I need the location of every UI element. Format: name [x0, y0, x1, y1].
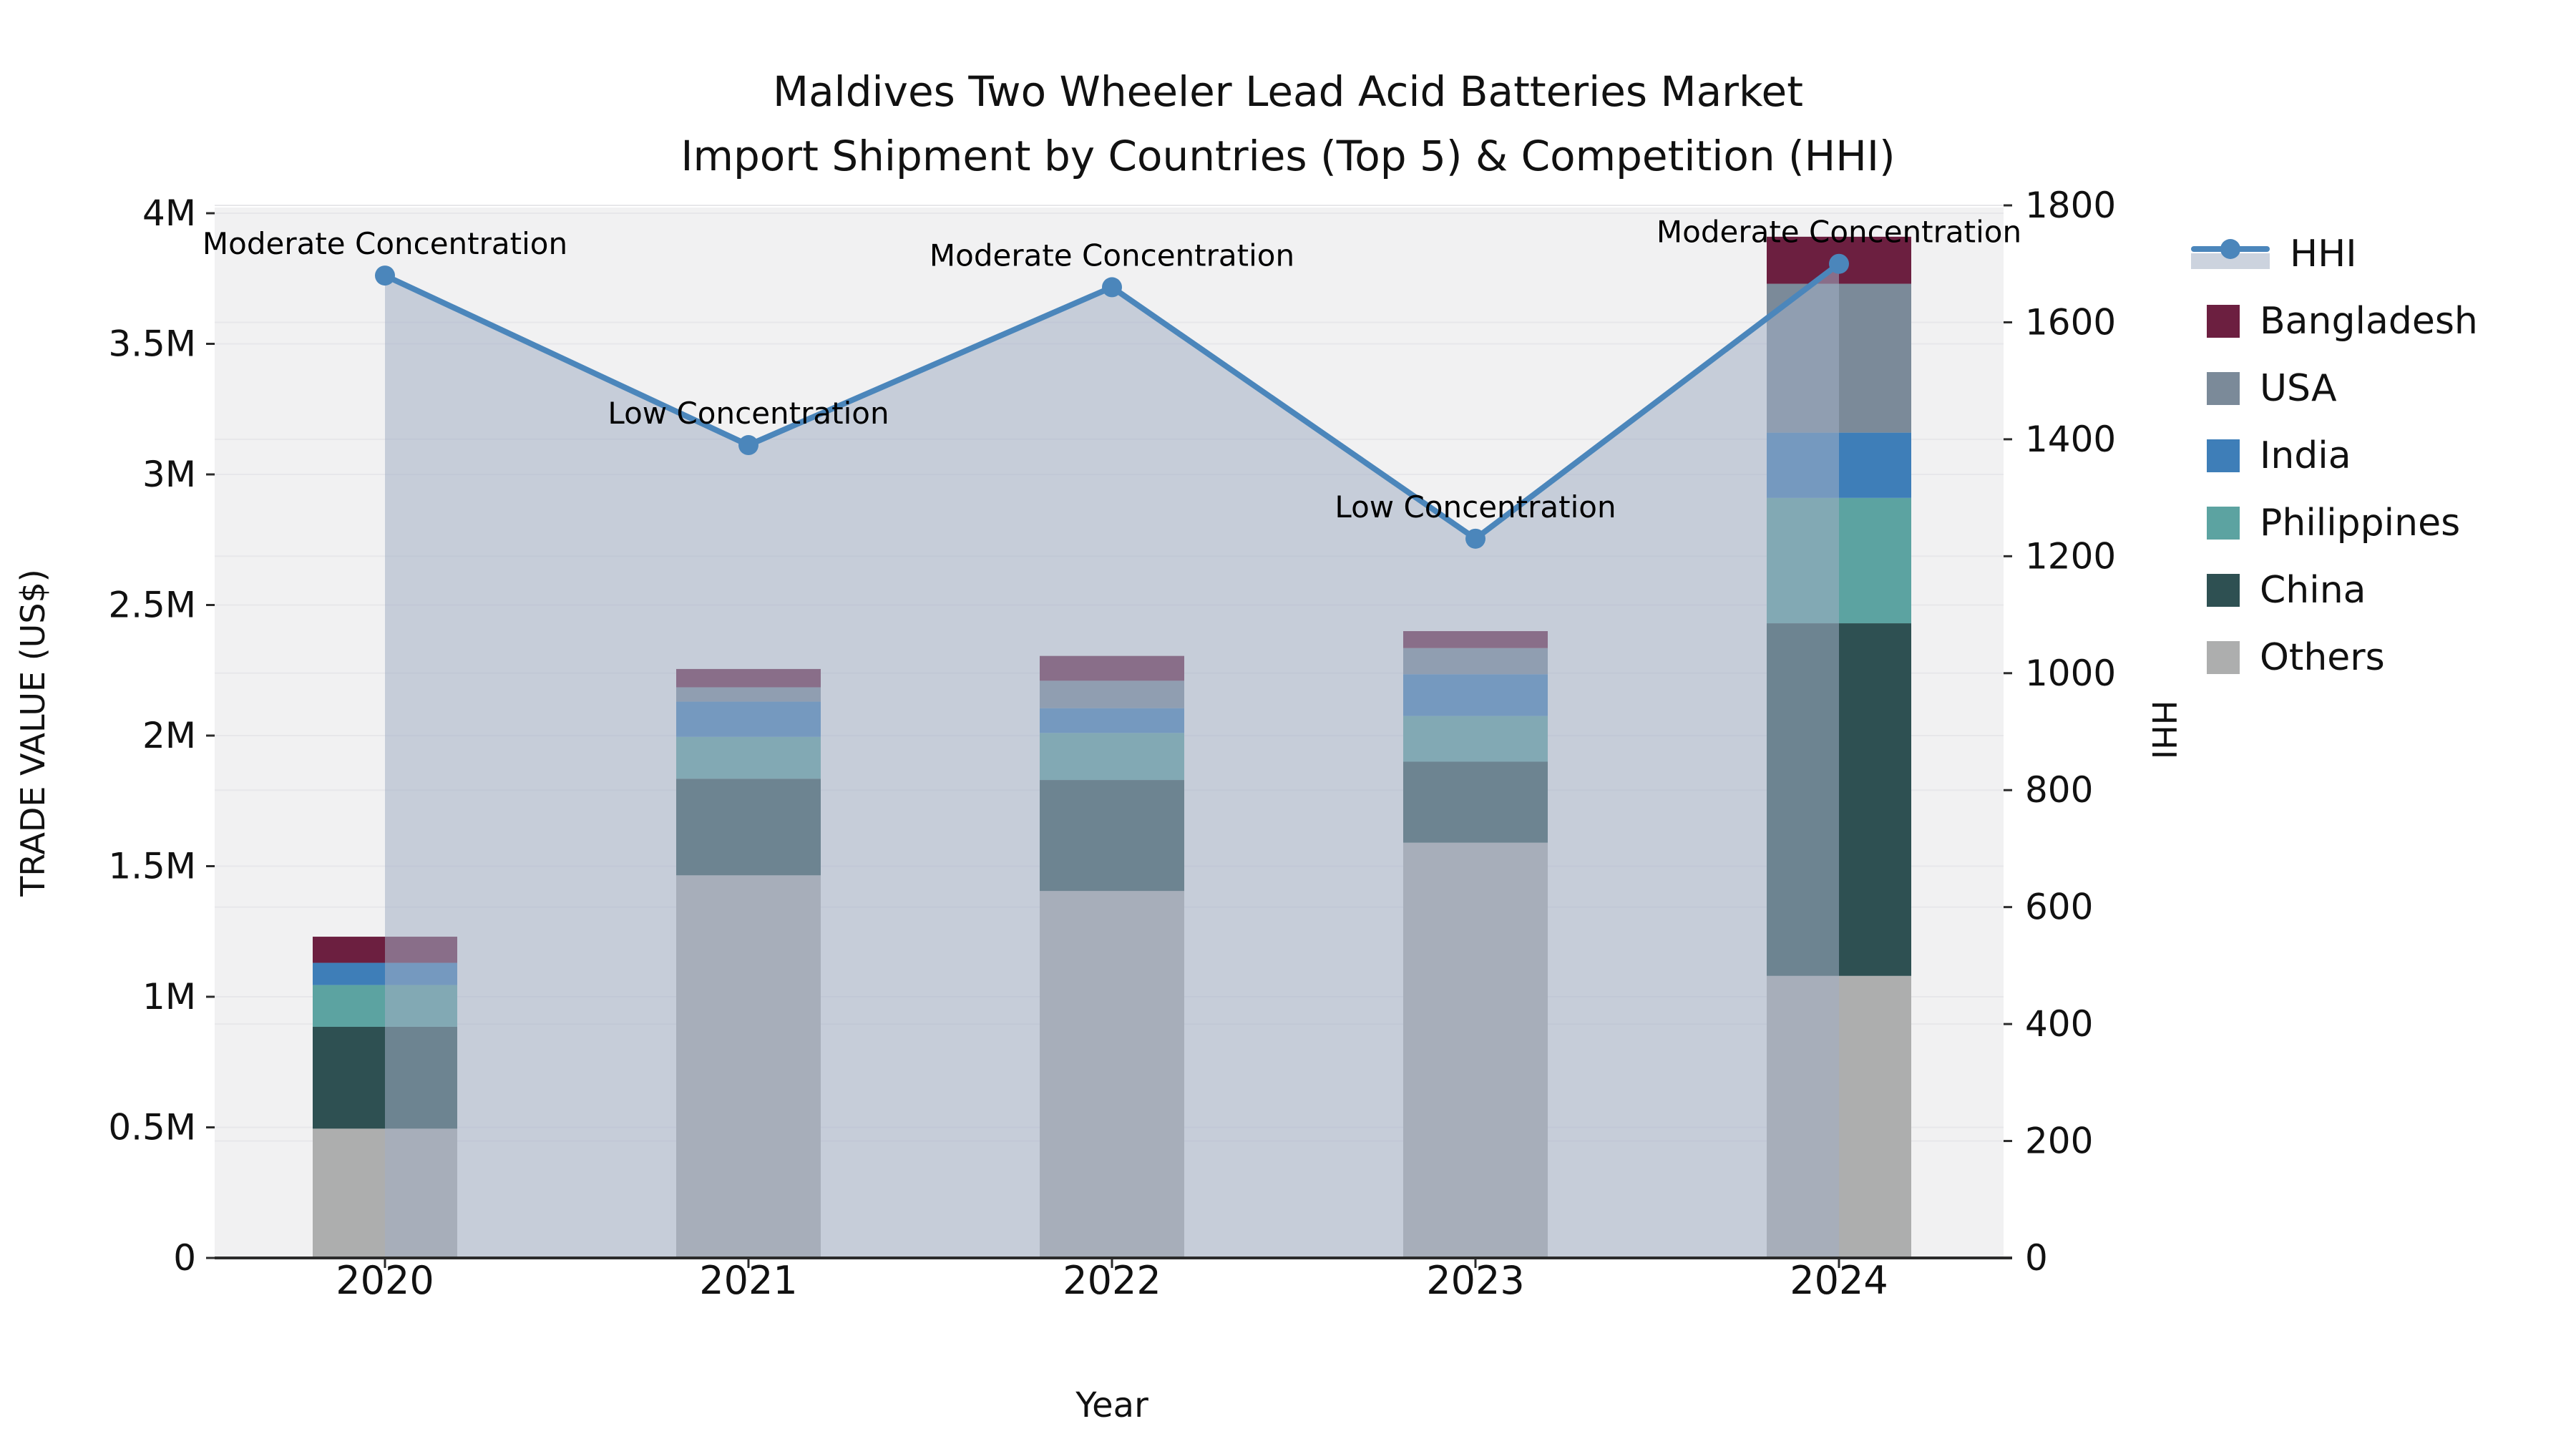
legend-label-india: India [2260, 434, 2351, 477]
hhi-area [385, 263, 1839, 1259]
chart-title-line2: Import Shipment by Countries (Top 5) & C… [680, 131, 1896, 180]
legend-swatch-usa [2207, 372, 2240, 405]
legend-item-bangladesh: Bangladesh [2191, 288, 2478, 355]
legend-item-usa: USA [2191, 355, 2478, 422]
annotation-2023: Low Concentration [1335, 489, 1616, 525]
annotation-2024: Moderate Concentration [1657, 215, 2021, 250]
legend-label-others: Others [2260, 636, 2385, 679]
annotation-2021: Low Concentration [608, 396, 889, 431]
x-tick-label-2020: 2020 [336, 1258, 434, 1303]
hhi-marker-2022 [1102, 277, 1122, 298]
y-right-tick-label: 1800 [2025, 185, 2116, 226]
y-left-tick-label: 3M [142, 454, 196, 495]
hhi-marker-2021 [738, 435, 758, 456]
y-right-tick-label: 600 [2025, 887, 2093, 928]
legend-hhi-line-icon [2191, 238, 2270, 270]
legend: HHI Bangladesh USA India Philippines China Oth… [2191, 220, 2478, 691]
y-left-tick-label: 2.5M [108, 585, 196, 626]
chart-title: Maldives Two Wheeler Lead Acid Batteries… [0, 60, 2576, 189]
legend-item-hhi: HHI [2191, 220, 2478, 288]
y-left-tick-label: 1M [142, 976, 196, 1018]
legend-item-philippines: Philippines [2191, 489, 2478, 557]
legend-label-bangladesh: Bangladesh [2260, 300, 2478, 343]
hhi-marker-2024 [1829, 253, 1849, 274]
x-tick-label-2021: 2021 [699, 1258, 797, 1303]
y-left-tick-label: 2M [142, 715, 196, 756]
y-right-tick-label: 800 [2025, 769, 2093, 811]
y-right-tick-label: 200 [2025, 1121, 2093, 1162]
legend-label-usa: USA [2260, 367, 2337, 410]
legend-swatch-china [2207, 574, 2240, 607]
legend-swatch-bangladesh [2207, 305, 2240, 338]
legend-swatch-india [2207, 439, 2240, 472]
legend-swatch-others [2207, 641, 2240, 674]
annotation-2022: Moderate Concentration [930, 238, 1294, 273]
y-left-tick-label: 4M [142, 192, 196, 234]
chart-title-line1: Maldives Two Wheeler Lead Acid Batteries… [773, 67, 1803, 116]
annotation-2020: Moderate Concentration [203, 226, 567, 261]
y-right-tick-label: 1600 [2025, 301, 2116, 343]
legend-item-others: Others [2191, 624, 2478, 691]
y-right-tick-label: 1400 [2025, 419, 2116, 460]
y-left-tick-label: 1.5M [108, 846, 196, 887]
x-tick-label-2022: 2022 [1063, 1258, 1161, 1303]
hhi-marker-2020 [375, 265, 395, 286]
legend-label-hhi: HHI [2290, 233, 2357, 275]
y-right-tick-label: 1200 [2025, 535, 2116, 577]
y-right-tick-label: 1000 [2025, 653, 2116, 694]
x-tick-label-2023: 2023 [1426, 1258, 1524, 1303]
y-left-tick-label: 0 [173, 1237, 196, 1279]
x-axis-title: Year [1075, 1385, 1148, 1425]
y-left-axis-title: TRADE VALUE (US$) [14, 569, 52, 897]
hhi-marker-2023 [1465, 528, 1485, 549]
x-tick-label-2024: 2024 [1790, 1258, 1888, 1303]
legend-item-india: India [2191, 422, 2478, 489]
legend-label-china: China [2260, 569, 2366, 612]
y-right-axis-title: HHI [2145, 701, 2183, 760]
y-left-tick-label: 0.5M [108, 1107, 196, 1148]
y-right-tick-label: 0 [2025, 1237, 2048, 1279]
y-left-tick-label: 3.5M [108, 323, 196, 365]
legend-swatch-philippines [2207, 507, 2240, 540]
legend-label-philippines: Philippines [2260, 502, 2461, 545]
legend-item-china: China [2191, 557, 2478, 624]
y-right-tick-label: 400 [2025, 1003, 2093, 1045]
